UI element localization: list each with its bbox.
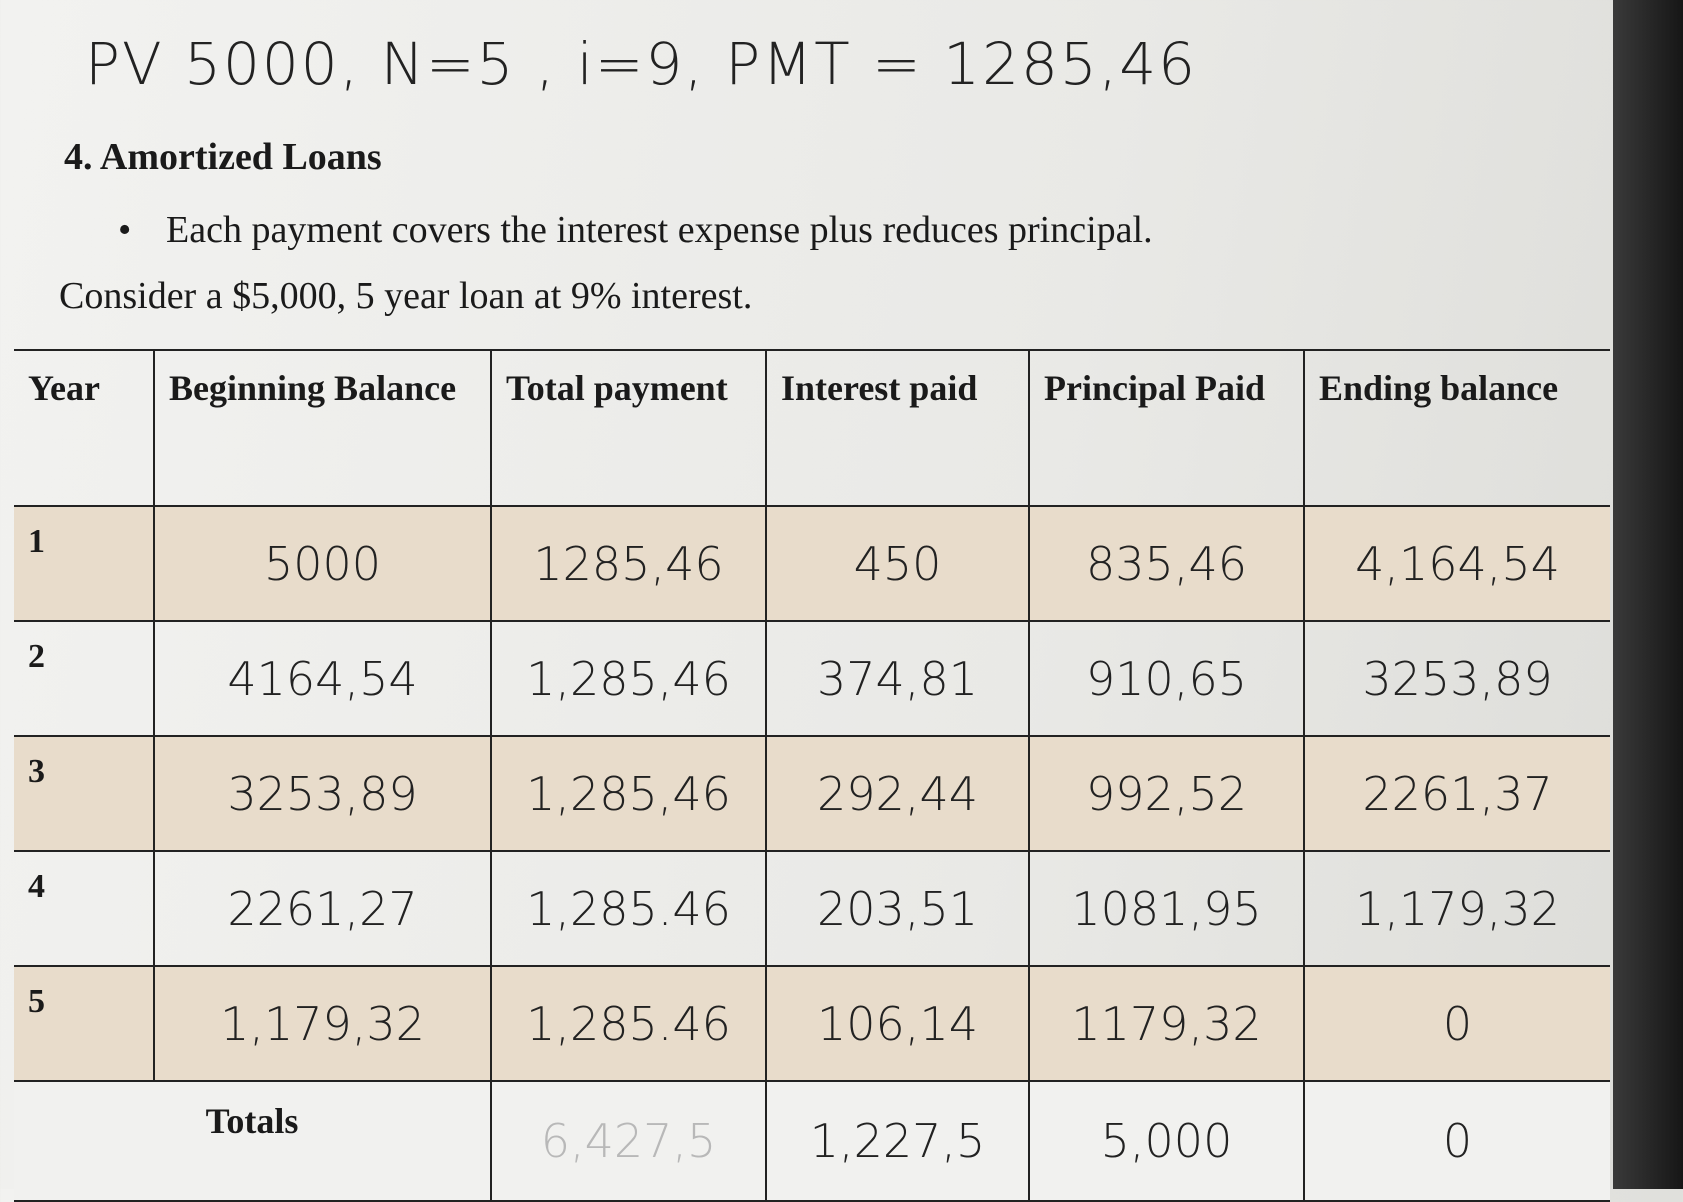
value-cell: 835,46	[1028, 505, 1305, 622]
total-cell: 0	[1303, 1080, 1610, 1202]
section-title: 4. Amortized Loans	[64, 136, 382, 178]
total-cell: 5,000	[1028, 1080, 1305, 1202]
value-cell: 1,285.46	[490, 965, 767, 1082]
totals-label: Totals	[14, 1080, 492, 1202]
value-cell: 106,14	[765, 965, 1030, 1082]
column-header: Principal Paid	[1028, 349, 1305, 507]
value-cell: 2261,37	[1303, 735, 1610, 852]
value-cell: 450	[765, 505, 1030, 622]
value-cell: 3253,89	[1303, 620, 1610, 737]
value-cell: 910,65	[1028, 620, 1305, 737]
column-header: Year	[14, 349, 155, 507]
year-cell: 2	[14, 620, 155, 737]
table-row: 4 2261,27 1,285.46 203,51 1081,95 1,179,32	[14, 850, 1610, 967]
value-cell: 1285,46	[490, 505, 767, 622]
value-cell: 0	[1303, 965, 1610, 1082]
amortization-table: Year Beginning Balance Total payment Intere…	[14, 349, 1610, 1202]
column-header: Ending balance	[1303, 349, 1610, 507]
value-cell: 4,164,54	[1303, 505, 1610, 622]
table-row: 5 1,179,32 1,285.46 106,14 1179,32 0	[14, 965, 1610, 1082]
value-cell: 5000	[153, 505, 492, 622]
table-row: 2 4164,54 1,285,46 374,81 910,65 3253,89	[14, 620, 1610, 737]
column-header: Interest paid	[765, 349, 1030, 507]
bullet-text: Each payment covers the interest expense…	[166, 209, 1153, 251]
column-header: Beginning Balance	[153, 349, 492, 507]
value-cell: 374,81	[765, 620, 1030, 737]
handwritten-note: PV 5000, N=5 , i=9, PMT = 1285,46	[85, 30, 1198, 98]
value-cell: 2261,27	[153, 850, 492, 967]
table-row: 1 5000 1285,46 450 835,46 4,164,54	[14, 505, 1610, 622]
background-edge	[1613, 0, 1683, 1189]
value-cell: 4164,54	[153, 620, 492, 737]
value-cell: 1,285.46	[490, 850, 767, 967]
year-cell: 5	[14, 965, 155, 1082]
value-cell: 1,179,32	[1303, 850, 1610, 967]
year-cell: 1	[14, 505, 155, 622]
paragraph: Consider a $5,000, 5 year loan at 9% int…	[59, 275, 753, 317]
totals-row: Totals 6,427,5 1,227,5 5,000 0	[14, 1080, 1610, 1202]
table-row: 3 3253,89 1,285,46 292,44 992,52 2261,37	[14, 735, 1610, 852]
year-cell: 4	[14, 850, 155, 967]
value-cell: 292,44	[765, 735, 1030, 852]
column-header: Total payment	[490, 349, 767, 507]
value-cell: 1,285,46	[490, 620, 767, 737]
value-cell: 1179,32	[1028, 965, 1305, 1082]
year-cell: 3	[14, 735, 155, 852]
value-cell: 1,285,46	[490, 735, 767, 852]
total-cell: 1,227,5	[765, 1080, 1030, 1202]
value-cell: 1081,95	[1028, 850, 1305, 967]
header-row: Year Beginning Balance Total payment Intere…	[14, 349, 1610, 507]
value-cell: 203,51	[765, 850, 1030, 967]
total-cell: 6,427,5	[490, 1080, 767, 1202]
value-cell: 1,179,32	[153, 965, 492, 1082]
value-cell: 992,52	[1028, 735, 1305, 852]
value-cell: 3253,89	[153, 735, 492, 852]
